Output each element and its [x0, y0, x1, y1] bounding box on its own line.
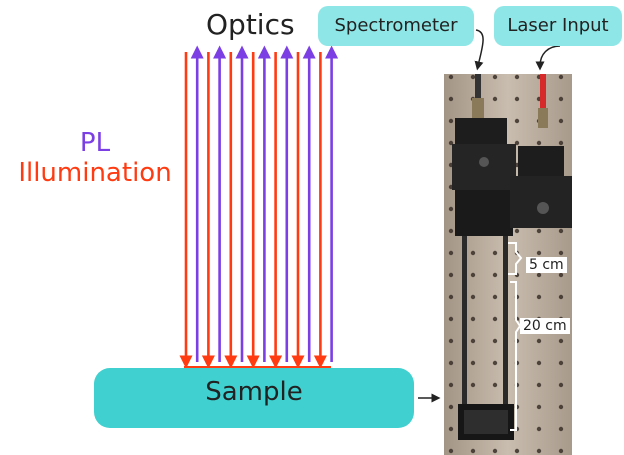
- arrow-field: [179, 45, 339, 369]
- spectrometer-callout: Spectrometer: [318, 6, 474, 46]
- laser-connector: [535, 45, 561, 71]
- laser-input-callout: Laser Input: [494, 6, 622, 46]
- spectrometer-connector: [474, 29, 484, 71]
- illumination-label: Illumination: [18, 158, 172, 188]
- pl-label: PL: [79, 128, 111, 158]
- sample-box: [94, 368, 414, 428]
- optics-title: Optics: [206, 8, 295, 41]
- dimension-5cm: 5 cm: [526, 257, 567, 273]
- dimension-20cm: 20 cm: [520, 318, 570, 334]
- sample-label: Sample: [205, 377, 303, 407]
- optical-setup-photo: [444, 74, 572, 455]
